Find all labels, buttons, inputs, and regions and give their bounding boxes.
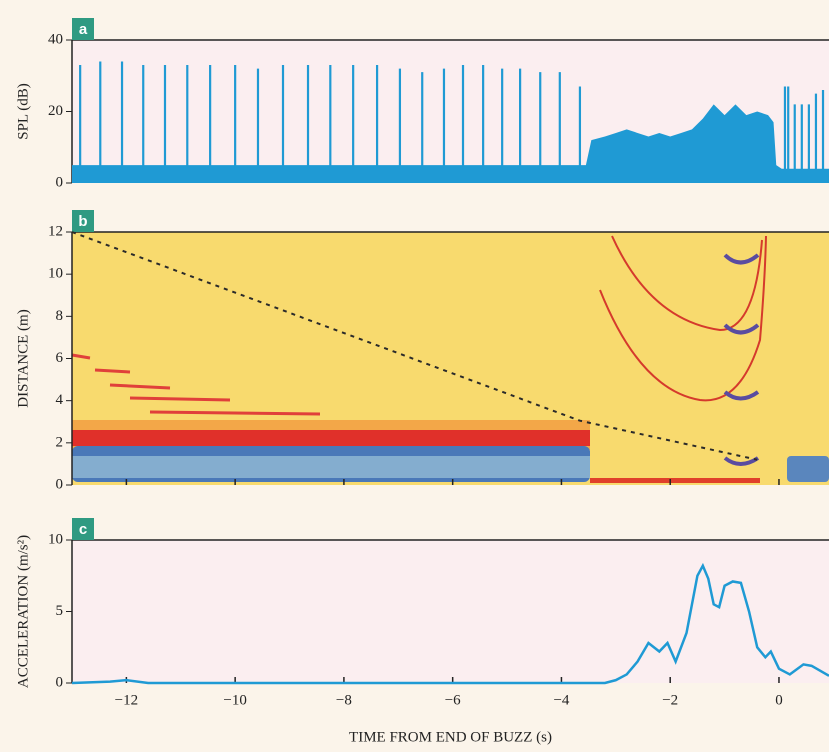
y-tick-label: 12	[48, 223, 63, 239]
y-tick-label: 0	[56, 476, 64, 492]
y-axis-title: ACCELERATION (m/s²)	[15, 535, 31, 688]
y-tick-label: 2	[56, 434, 64, 450]
y-tick-label: 0	[56, 674, 64, 690]
spectrogram	[72, 232, 829, 485]
x-tick-label: 0	[775, 692, 783, 708]
y-axis-title: SPL (dB)	[15, 83, 31, 140]
y-tick-label: 10	[48, 531, 63, 547]
y-tick-label: 6	[56, 350, 64, 366]
y-tick-label: 10	[48, 266, 63, 282]
x-tick-label: −10	[223, 692, 246, 708]
x-tick-label: −2	[662, 692, 678, 708]
x-tick-label: −4	[553, 692, 569, 708]
spectrogram-band	[72, 430, 590, 446]
y-tick-label: 0	[56, 174, 64, 190]
y-tick-label: 20	[48, 103, 63, 119]
spectrogram-band	[787, 456, 829, 482]
x-tick-label: −6	[445, 692, 461, 708]
spectrogram-band	[72, 456, 590, 478]
panel-label: a	[79, 21, 88, 38]
y-tick-label: 40	[48, 31, 63, 47]
y-axis-title: DISTANCE (m)	[15, 309, 31, 407]
x-tick-label: −8	[336, 692, 352, 708]
y-tick-label: 4	[56, 392, 64, 408]
panel-label: b	[78, 213, 87, 230]
panel-label: c	[79, 521, 87, 538]
plot-background	[72, 540, 829, 683]
y-tick-label: 8	[56, 308, 64, 324]
y-tick-label: 5	[56, 603, 64, 619]
spectrogram-band	[590, 478, 760, 483]
figure: a 0 20 40 SPL (dB) b 0 2 4 6 8 10 12 DISTANCE (m) c 0 5 1…	[0, 0, 829, 752]
x-axis-title: TIME FROM END OF BUZZ (s)	[349, 729, 552, 745]
x-tick-label: −12	[115, 692, 138, 708]
